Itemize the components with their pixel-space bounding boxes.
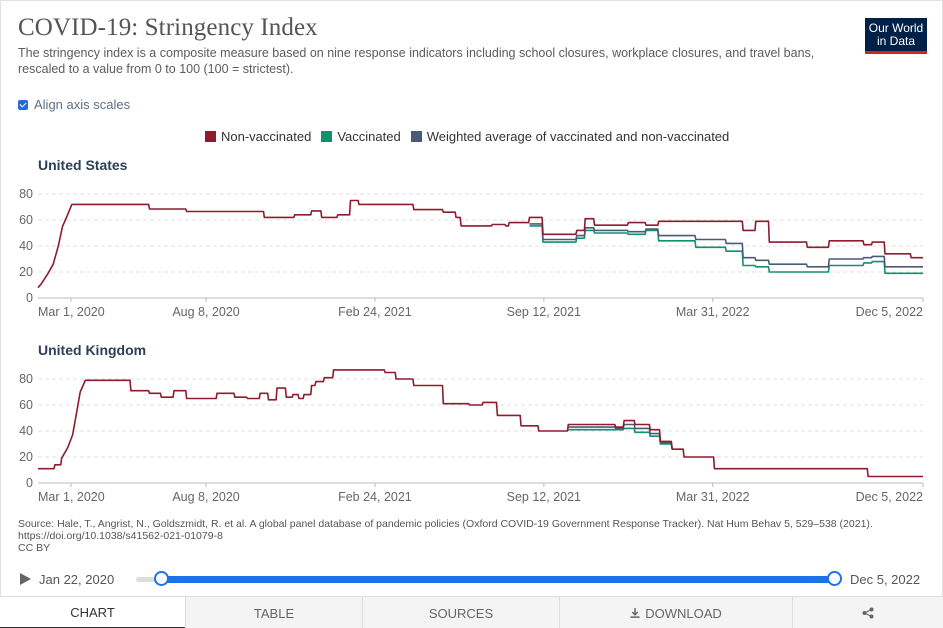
legend-item-vaccinated[interactable]: Vaccinated [321, 129, 401, 144]
chart-title: COVID-19: Stringency Index [18, 14, 318, 41]
y-tick-label: 60 [19, 398, 33, 412]
series-line-non-vaccinated [37, 199, 923, 289]
tab-share[interactable] [792, 597, 943, 628]
legend-swatch [321, 131, 333, 142]
tab-label: TABLE [253, 605, 295, 621]
y-tick-label: 0 [26, 291, 33, 305]
tab-label: CHART [70, 604, 115, 620]
checkbox-icon[interactable] [18, 99, 28, 110]
source-note: Source: Hale, T., Angrist, N., Goldszmid… [18, 518, 898, 554]
legend-swatch [410, 131, 422, 142]
y-tick-label: 40 [19, 239, 33, 253]
tab-bar: CHART TABLE SOURCES DOWNLOAD [0, 596, 943, 628]
align-axis-toggle[interactable]: Align axis scales [18, 97, 130, 112]
legend-label: Weighted average of vaccinated and non-v… [426, 129, 730, 144]
legend-label: Non-vaccinated [221, 129, 312, 144]
tab-chart[interactable]: CHART [0, 597, 185, 628]
series-line-weighted-average-of-vaccinated-and-non-vaccinated [568, 423, 673, 450]
series-line-vaccinated [529, 225, 923, 275]
share-icon [862, 607, 874, 619]
tab-download[interactable]: DOWNLOAD [559, 597, 792, 628]
timeline: Jan 22, 2020 Dec 5, 2022 [0, 566, 943, 592]
chart-panels: United States 0 20 40 60 80 Mar 1, 2020 Aug 8, … [19, 157, 924, 504]
tab-table[interactable]: TABLE [185, 597, 362, 628]
x-tick-label: Mar 1, 2020 [38, 490, 105, 504]
x-tick-label: Dec 5, 2022 [856, 305, 923, 319]
x-tick-label: Feb 24, 2021 [338, 305, 412, 319]
y-tick-label: 20 [19, 450, 33, 464]
x-tick-label: Mar 1, 2020 [38, 305, 105, 319]
timeline-range[interactable] [161, 576, 834, 583]
x-tick-label: Aug 8, 2020 [172, 490, 239, 504]
legend-swatch [205, 131, 216, 142]
owid-logo[interactable]: Our World in Data [865, 18, 927, 54]
legend-item-non-vaccinated[interactable]: Non-vaccinated [205, 129, 311, 144]
timeline-end-handle[interactable] [827, 571, 842, 586]
x-tick-label: Aug 8, 2020 [172, 305, 239, 319]
series-line-non-vaccinated [38, 369, 923, 478]
legend-item-weighted-average[interactable]: Weighted average of vaccinated and non-v… [410, 129, 730, 144]
x-tick-label: Feb 24, 2021 [338, 490, 412, 504]
license-text: CC BY [18, 542, 51, 554]
chart-subtitle: The stringency index is a composite meas… [18, 46, 815, 76]
y-tick-label: 40 [19, 424, 33, 438]
download-icon [630, 608, 640, 618]
x-tick-label: Dec 5, 2022 [856, 490, 923, 504]
y-tick-label: 80 [19, 187, 33, 201]
x-tick-label: Mar 31, 2022 [676, 490, 750, 504]
play-icon[interactable] [20, 573, 31, 585]
legend-label: Vaccinated [337, 129, 401, 144]
x-tick-label: Mar 31, 2022 [676, 305, 750, 319]
legend: Non-vaccinated Vaccinated Weighted avera… [205, 129, 739, 144]
tab-sources[interactable]: SOURCES [362, 597, 559, 628]
logo-line-1: Our World [868, 21, 924, 35]
y-tick-label: 20 [19, 265, 33, 279]
x-tick-label: Sep 12, 2021 [507, 305, 581, 319]
panel-title: United States [38, 157, 128, 173]
logo-line-2: in Data [876, 34, 916, 48]
y-tick-label: 60 [19, 213, 33, 227]
align-axis-label: Align axis scales [34, 97, 131, 112]
x-tick-label: Sep 12, 2021 [507, 490, 581, 504]
tab-label: DOWNLOAD [645, 605, 722, 621]
timeline-start-handle[interactable] [154, 571, 169, 586]
y-tick-label: 0 [26, 476, 33, 490]
timeline-end-label: Dec 5, 2022 [850, 572, 921, 587]
series-line-vaccinated [568, 427, 673, 450]
y-tick-label: 80 [19, 372, 33, 386]
source-text: Source: Hale, T., Angrist, N., Goldszmid… [18, 518, 873, 542]
panel-title: United Kingdom [38, 342, 146, 358]
timeline-start-label: Jan 22, 2020 [39, 572, 115, 587]
tab-label: SOURCES [428, 605, 494, 621]
